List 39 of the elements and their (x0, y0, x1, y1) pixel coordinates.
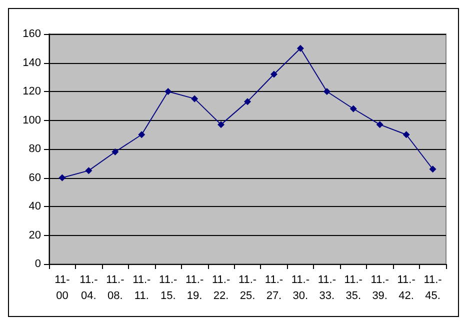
y-tick-label: 140 (22, 56, 41, 69)
point (191, 95, 198, 102)
y-tick-label: 60 (28, 172, 41, 184)
x-tick-label: 11.-30. (291, 274, 310, 302)
point (376, 121, 384, 128)
y-tick-label: 40 (28, 200, 41, 212)
y-tick-label: 120 (22, 86, 41, 98)
x-tick-label: 11.-25. (238, 274, 257, 302)
point (402, 131, 410, 138)
point (429, 166, 436, 173)
y-tick-label: 80 (28, 143, 41, 155)
y-tick-label: 20 (28, 229, 41, 242)
point (323, 88, 330, 95)
point (85, 167, 92, 174)
x-tick-label: 11.-35. (344, 274, 363, 302)
x-tick-label: 11.-45. (424, 274, 442, 302)
point (58, 174, 66, 182)
point (296, 44, 304, 52)
point (138, 131, 146, 138)
x-tick-label: 11.-22. (212, 274, 230, 302)
point (164, 88, 172, 95)
x-tick-label: 11.-19. (185, 274, 204, 302)
point (244, 98, 251, 106)
x-tick-label: 11.-27. (264, 274, 284, 302)
point (218, 121, 225, 128)
y-tick-label: 100 (22, 114, 41, 126)
point (112, 148, 119, 156)
y-tick-label: 0 (34, 258, 41, 270)
x-tick-label: 11.-15. (159, 274, 178, 302)
x-tick-label: 11.-39. (370, 274, 390, 302)
y-tick-label: 160 (22, 28, 41, 40)
x-tick-label: 11.-08. (106, 274, 125, 302)
x-tick-label: 11.-42. (397, 274, 416, 302)
point (350, 105, 357, 112)
point (270, 70, 278, 78)
x-tick-label: 11.-04. (80, 274, 98, 302)
x-tick-label: 11.-33. (318, 274, 336, 302)
x-tick-label: 11.-11. (132, 274, 152, 302)
x-tick-label: 11-00 (54, 274, 70, 302)
